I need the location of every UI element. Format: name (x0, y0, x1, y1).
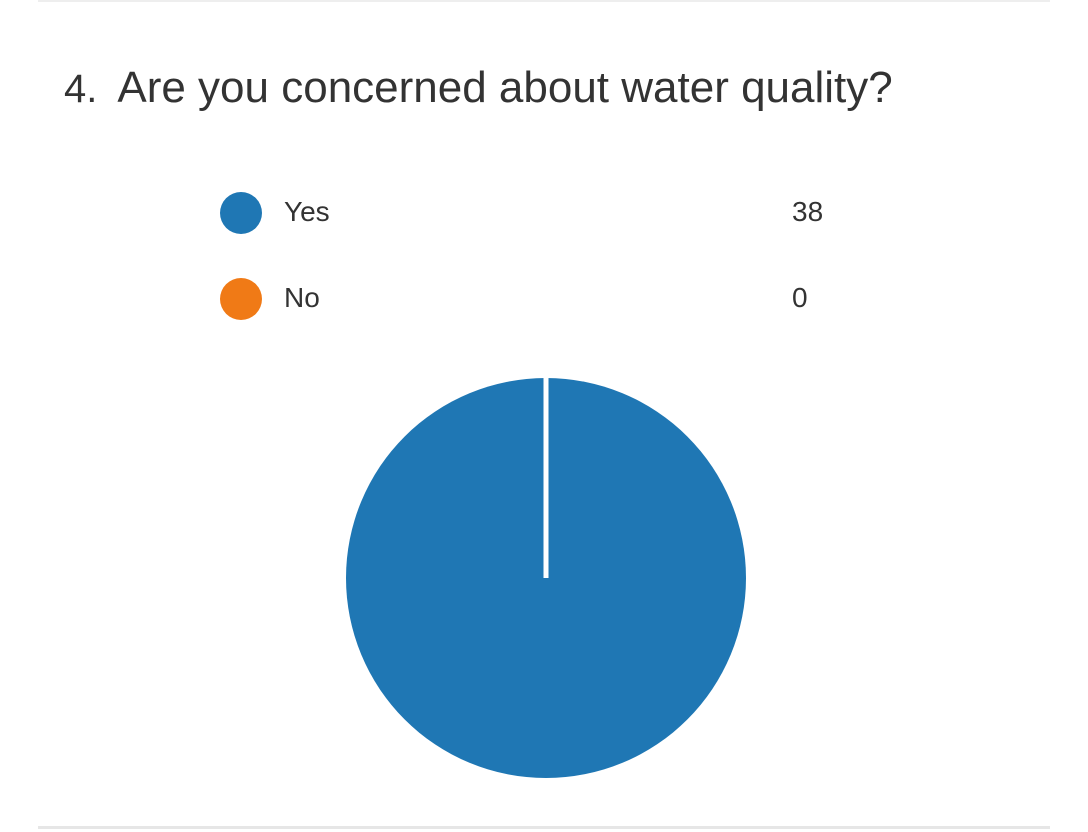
legend-count-yes: 38 (792, 196, 824, 227)
question-number: 4. (64, 67, 98, 111)
question-text: Are you concerned about water quality? (117, 63, 893, 112)
chart-legend: Yes 38 No 0 (220, 190, 840, 362)
legend-count-no: 0 (792, 282, 808, 313)
legend-label-no: No (284, 282, 320, 313)
pie-chart (344, 376, 748, 780)
legend-label-yes: Yes (284, 196, 330, 227)
pie-chart-svg (346, 378, 746, 778)
legend-item-no: No 0 (220, 276, 840, 362)
legend-item-yes: Yes 38 (220, 190, 840, 276)
legend-swatch-yes (220, 192, 262, 234)
bottom-divider (38, 826, 1050, 829)
question-title: 4. Are you concerned about water quality? (64, 58, 893, 119)
top-divider (38, 0, 1050, 2)
legend-swatch-no (220, 278, 262, 320)
